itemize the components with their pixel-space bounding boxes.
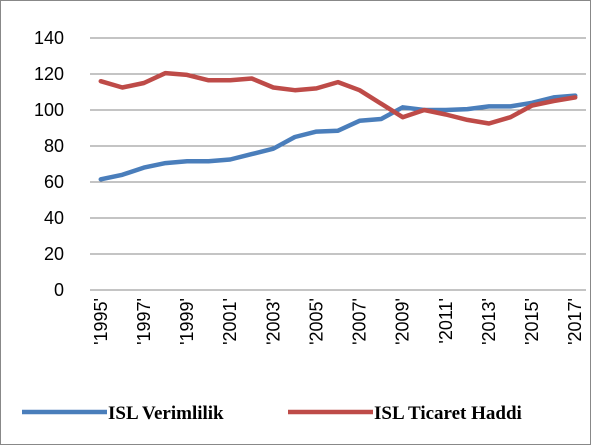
x-tick-label: '1997' <box>134 298 154 345</box>
x-tick-label: '1995' <box>91 298 111 345</box>
y-tick-label: 40 <box>44 208 64 228</box>
legend-label: ISL Verimlilik <box>108 403 224 424</box>
x-tick-label: '2013' <box>479 298 499 345</box>
y-tick-label: 20 <box>44 244 64 264</box>
y-tick-label: 140 <box>34 28 64 48</box>
x-tick-label: '2007' <box>350 298 370 345</box>
x-tick-label: '2011' <box>436 298 456 344</box>
legend-label: ISL Ticaret Haddi <box>374 403 522 424</box>
y-tick-label: 80 <box>44 136 64 156</box>
x-tick-label: '2009' <box>393 298 413 345</box>
x-tick-label: '2003' <box>263 298 283 345</box>
y-tick-label: 60 <box>44 172 64 192</box>
y-tick-label: 100 <box>34 100 64 120</box>
x-tick-label: '2015' <box>522 298 542 345</box>
series-line <box>98 70 578 126</box>
x-tick-label: '1999' <box>177 298 197 345</box>
x-tick-label: '2005' <box>306 298 326 345</box>
x-tick-label: '2001' <box>220 298 240 345</box>
y-tick-label: 120 <box>34 64 64 84</box>
y-tick-label: 0 <box>54 280 64 300</box>
x-tick-label: '2017' <box>565 298 585 345</box>
series-line <box>98 93 578 182</box>
